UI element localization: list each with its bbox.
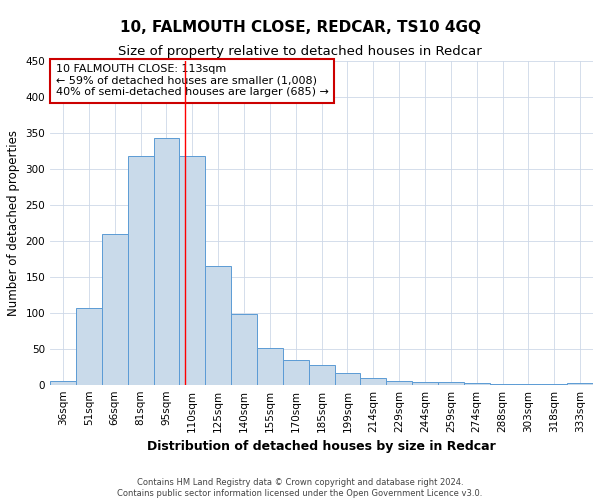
Bar (257, 348, 283, 385)
Bar (335, 372, 361, 384)
Bar (179, 156, 205, 384)
Bar (128, 156, 154, 384)
Bar (154, 138, 179, 384)
Bar (205, 266, 231, 384)
Bar (438, 382, 464, 384)
X-axis label: Distribution of detached houses by size in Redcar: Distribution of detached houses by size … (147, 440, 496, 453)
Bar (50, 381, 76, 384)
Bar (412, 382, 438, 384)
Text: Contains HM Land Registry data © Crown copyright and database right 2024.
Contai: Contains HM Land Registry data © Crown c… (118, 478, 482, 498)
Text: 10, FALMOUTH CLOSE, REDCAR, TS10 4GQ: 10, FALMOUTH CLOSE, REDCAR, TS10 4GQ (119, 20, 481, 35)
Bar (283, 360, 308, 384)
Text: 10 FALMOUTH CLOSE: 113sqm
← 59% of detached houses are smaller (1,008)
40% of se: 10 FALMOUTH CLOSE: 113sqm ← 59% of detac… (56, 64, 328, 98)
Bar (386, 381, 412, 384)
Bar (76, 308, 102, 384)
Bar (361, 378, 386, 384)
Text: Size of property relative to detached houses in Redcar: Size of property relative to detached ho… (118, 45, 482, 58)
Bar (308, 366, 335, 384)
Y-axis label: Number of detached properties: Number of detached properties (7, 130, 20, 316)
Bar (231, 314, 257, 384)
Bar (102, 234, 128, 384)
